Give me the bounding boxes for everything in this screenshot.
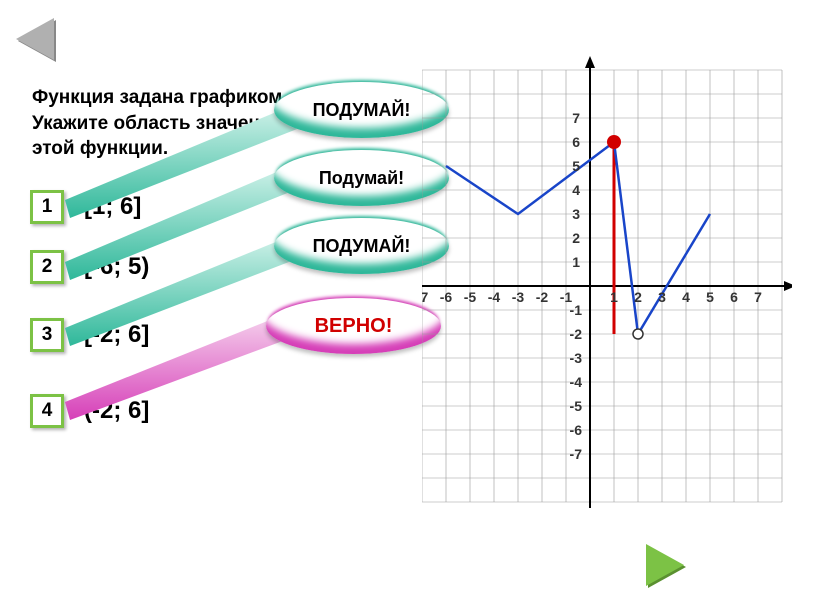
answer-row-1: 1 [1; 6] [30,190,141,224]
svg-text:-2: -2 [536,289,549,305]
svg-text:4: 4 [572,182,580,198]
svg-text:-1: -1 [570,302,583,318]
svg-text:1: 1 [572,254,580,270]
svg-text:-6: -6 [440,289,453,305]
svg-text:6: 6 [572,134,580,150]
svg-text:-3: -3 [570,350,583,366]
svg-text:-7: -7 [570,446,583,462]
feedback-bubble-4: ВЕРНО! [266,298,441,354]
answer-button-2[interactable]: 2 [30,250,64,284]
nav-back[interactable] [12,16,62,66]
answer-button-1[interactable]: 1 [30,190,64,224]
svg-text:-6: -6 [570,422,583,438]
svg-text:5: 5 [706,289,714,305]
svg-text:4: 4 [682,289,690,305]
svg-text:3: 3 [572,206,580,222]
svg-text:5: 5 [572,158,580,174]
svg-text:-5: -5 [570,398,583,414]
svg-text:-5: -5 [464,289,477,305]
question-text: Функция задана графиком. Укажите область… [32,85,312,162]
svg-text:6: 6 [730,289,738,305]
svg-text:-3: -3 [512,289,525,305]
svg-text:2: 2 [634,289,642,305]
answer-text-3: [-2; 6] [84,321,149,349]
answer-row-3: 3 [-2; 6] [30,318,149,352]
answer-button-4[interactable]: 4 [30,394,64,428]
svg-text:-4: -4 [570,374,583,390]
answer-button-3[interactable]: 3 [30,318,64,352]
answer-text-2: [-6; 5) [84,253,149,281]
svg-text:7: 7 [754,289,762,305]
svg-text:-2: -2 [570,326,583,342]
answer-row-4: 4 (-2; 6] [30,394,149,428]
svg-text:7: 7 [572,110,580,126]
svg-text:3: 3 [658,289,666,305]
answer-text-4: (-2; 6] [84,397,149,425]
chart-svg: -7-6-5-4-3-2-112345671234567-1-2-3-4-5-6… [422,46,792,516]
function-chart: -7-6-5-4-3-2-112345671234567-1-2-3-4-5-6… [422,46,782,502]
answer-row-2: 2 [-6; 5) [30,250,149,284]
nav-forward[interactable] [640,540,690,590]
svg-text:-4: -4 [488,289,501,305]
svg-text:2: 2 [572,230,580,246]
svg-text:-7: -7 [422,289,428,305]
answer-text-1: [1; 6] [84,193,141,221]
svg-text:1: 1 [610,289,618,305]
